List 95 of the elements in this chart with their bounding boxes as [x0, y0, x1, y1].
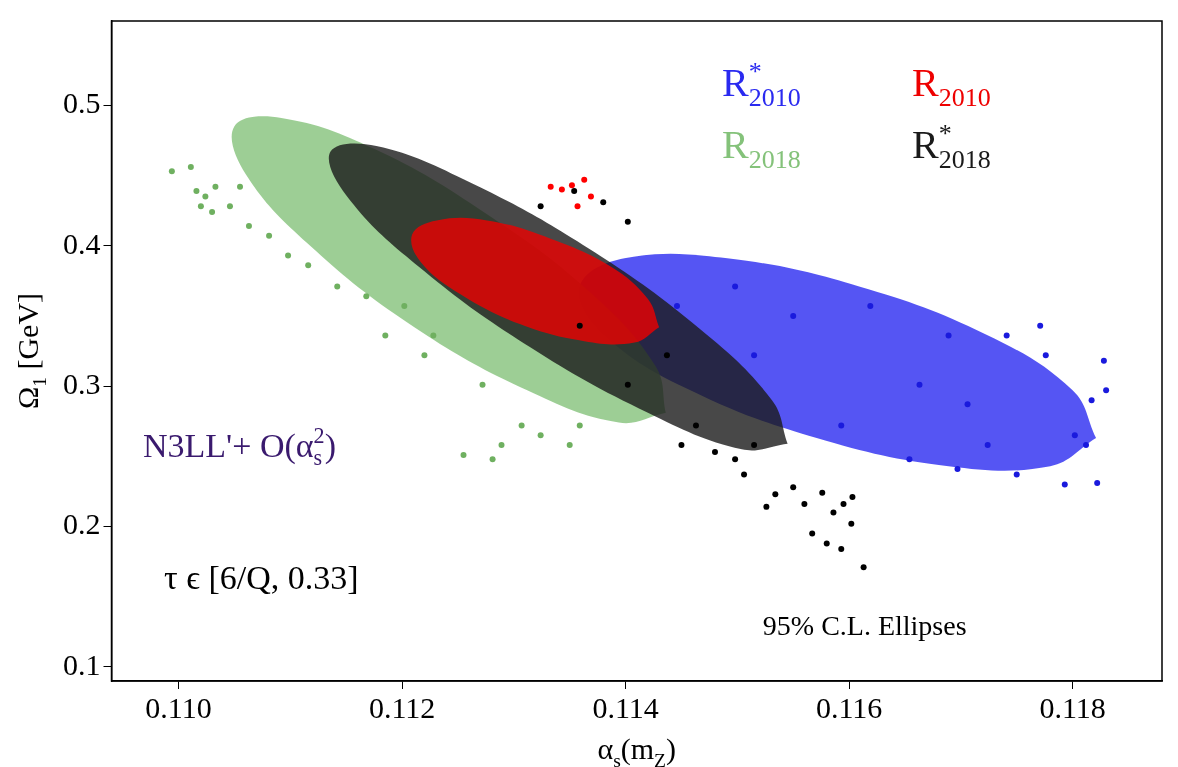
point — [711, 449, 718, 456]
point — [537, 203, 544, 210]
point — [790, 312, 797, 319]
point — [587, 193, 594, 200]
point — [334, 283, 341, 290]
point — [226, 203, 233, 210]
point — [430, 332, 437, 339]
point — [566, 442, 573, 449]
y-tick-label: 0.3 — [63, 366, 101, 400]
point — [305, 262, 312, 269]
point — [245, 223, 252, 230]
point — [732, 283, 739, 290]
point — [1003, 332, 1010, 339]
point — [830, 509, 837, 516]
point — [860, 564, 867, 571]
point — [209, 208, 216, 215]
point — [479, 381, 486, 388]
point — [498, 442, 505, 449]
point — [1094, 480, 1101, 486]
point — [489, 456, 496, 463]
annotation: 95% C.L. Ellipses — [762, 609, 967, 641]
point — [790, 484, 797, 491]
point — [838, 546, 845, 552]
point — [1100, 357, 1107, 364]
x-tick-label: 0.114 — [592, 690, 659, 724]
point — [1083, 442, 1090, 449]
y-tick-label: 0.5 — [63, 86, 101, 120]
point — [945, 332, 952, 339]
y-tick-label: 0.1 — [63, 647, 101, 681]
point — [916, 381, 923, 388]
point — [1088, 397, 1095, 404]
point — [202, 193, 209, 200]
y-axis-title: Ω1 [GeV] — [11, 292, 50, 410]
x-tick-label: 0.112 — [368, 690, 436, 724]
point — [732, 456, 739, 463]
point — [168, 168, 175, 175]
point — [673, 303, 680, 310]
point — [421, 352, 428, 359]
point — [906, 456, 913, 463]
point — [849, 494, 856, 501]
point — [751, 442, 758, 449]
point — [266, 232, 273, 239]
point — [382, 332, 389, 339]
point — [838, 422, 845, 429]
point — [187, 164, 194, 171]
point — [678, 442, 685, 449]
x-tick-label: 0.110 — [145, 690, 212, 724]
point — [547, 183, 554, 190]
x-tick-label: 0.118 — [1039, 690, 1106, 724]
point — [574, 203, 581, 210]
point — [867, 303, 874, 310]
point — [801, 501, 808, 508]
point — [460, 451, 467, 458]
point — [984, 442, 991, 449]
point — [840, 501, 847, 508]
point — [237, 183, 244, 190]
point — [848, 520, 855, 527]
point — [558, 186, 565, 193]
point — [751, 352, 758, 359]
point — [600, 199, 607, 206]
point — [576, 322, 583, 329]
point — [518, 422, 525, 429]
point — [741, 471, 748, 478]
point — [954, 465, 961, 472]
point — [197, 203, 204, 210]
y-tick-label: 0.2 — [63, 507, 101, 541]
point — [663, 352, 670, 359]
point — [763, 503, 770, 510]
annotation: τ ϵ [6/Q, 0.33] — [164, 558, 359, 596]
point — [1103, 387, 1110, 394]
point — [624, 381, 631, 388]
point — [823, 540, 830, 547]
point — [964, 401, 971, 408]
point — [1037, 322, 1044, 329]
point — [809, 530, 816, 537]
point — [568, 182, 575, 189]
point — [1071, 432, 1078, 439]
point — [1013, 471, 1020, 478]
point — [576, 422, 583, 429]
point — [581, 176, 588, 183]
point — [819, 489, 826, 496]
point — [285, 252, 292, 259]
point — [692, 422, 699, 429]
point — [1061, 481, 1068, 488]
point — [1042, 352, 1049, 359]
point — [401, 303, 408, 310]
point — [193, 187, 200, 194]
point — [363, 293, 370, 300]
x-tick-label: 0.116 — [815, 690, 883, 724]
point — [772, 491, 779, 498]
point — [212, 183, 219, 190]
point — [571, 187, 578, 194]
y-tick-label: 0.4 — [63, 226, 101, 260]
point — [624, 218, 631, 225]
point — [537, 432, 544, 439]
